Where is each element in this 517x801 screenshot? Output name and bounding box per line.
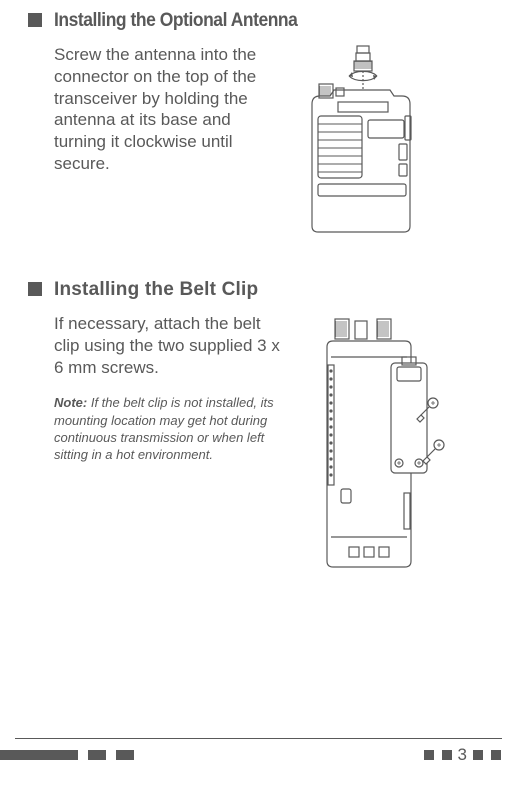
- note: Note: If the belt clip is not installed,…: [54, 394, 299, 463]
- section-antenna: Installing the Optional Antenna Screw th…: [28, 10, 489, 239]
- footer-block: [424, 750, 434, 760]
- section-heading: Installing the Optional Antenna: [54, 10, 297, 32]
- footer-gap: [106, 750, 116, 760]
- footer-strip: 3: [0, 745, 517, 765]
- footer-gap: [483, 750, 491, 760]
- square-bullet-icon: [28, 282, 42, 296]
- page-number: 3: [458, 745, 467, 765]
- footer-block: [0, 750, 78, 760]
- belt-clip-illustration: [317, 313, 447, 598]
- footer-block: [473, 750, 483, 760]
- body-layout: Screw the antenna into the connector on …: [28, 44, 489, 239]
- square-bullet-icon: [28, 13, 42, 27]
- antenna-illustration: [302, 44, 422, 239]
- note-body: If the belt clip is not installed, its m…: [54, 395, 274, 462]
- page: Installing the Optional Antenna Screw th…: [0, 0, 517, 801]
- footer-rule: [15, 738, 502, 739]
- heading-row: Installing the Belt Clip: [28, 279, 489, 301]
- footer-block: [116, 750, 134, 760]
- body-text: If necessary, attach the belt clip using…: [54, 313, 284, 378]
- body-layout: If necessary, attach the belt clip using…: [28, 313, 489, 598]
- text-column: If necessary, attach the belt clip using…: [54, 313, 299, 598]
- section-belt-clip: Installing the Belt Clip If necessary, a…: [28, 279, 489, 598]
- page-footer: 3: [0, 738, 517, 765]
- footer-gap: [434, 750, 442, 760]
- note-label: Note:: [54, 395, 87, 410]
- body-text: Screw the antenna into the connector on …: [54, 44, 284, 239]
- heading-row: Installing the Optional Antenna: [28, 10, 489, 32]
- footer-block: [491, 750, 501, 760]
- footer-gap: [78, 750, 88, 760]
- footer-block: [88, 750, 106, 760]
- footer-block: [442, 750, 452, 760]
- section-heading: Installing the Belt Clip: [54, 279, 258, 301]
